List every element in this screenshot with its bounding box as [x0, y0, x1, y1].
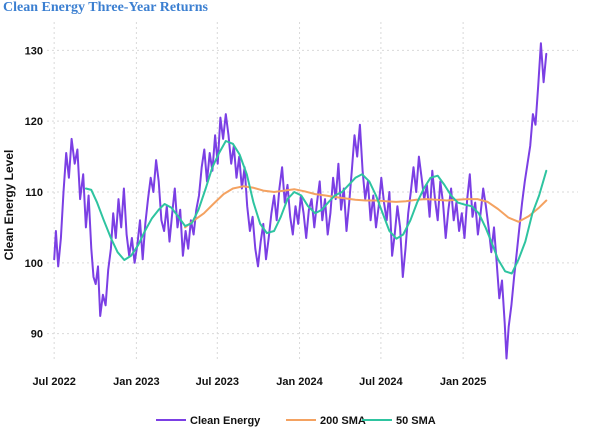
y-tick-label: 110 [25, 187, 43, 199]
series-line-clean-energy [53, 42, 548, 360]
y-tick-label: 90 [31, 329, 43, 341]
x-tick-label: Jul 2024 [359, 376, 403, 388]
x-tick-label: Jan 2023 [113, 376, 159, 388]
chart-title: Clean Energy Three-Year Returns [3, 0, 208, 15]
legend: Clean Energy 200 SMA 50 SMA [156, 415, 436, 427]
x-tick-label: Jul 2023 [196, 376, 239, 388]
y-tick-label: 100 [25, 258, 43, 270]
series-line-50-sma [84, 140, 548, 275]
y-tick-label: 130 [25, 45, 43, 57]
y-tick-label: 120 [25, 116, 43, 128]
legend-label: 200 SMA [320, 415, 366, 427]
x-tick-label: Jul 2022 [32, 376, 75, 388]
legend-label: 50 SMA [396, 415, 436, 427]
grid [47, 22, 578, 362]
x-tick-label: Jan 2024 [276, 376, 323, 388]
series-line-200-sma [184, 185, 548, 229]
legend-label: Clean Energy [190, 415, 261, 427]
x-tick-label: Jan 2025 [440, 376, 486, 388]
x-axis-ticks: Jul 2022 Jan 2023 Jul 2023 Jan 2024 Jul 2024… [32, 376, 486, 388]
y-axis-label: Clean Energy Level [2, 150, 16, 261]
y-axis-ticks: 90 100 110 120 130 [25, 45, 43, 340]
series-layer [53, 42, 548, 360]
